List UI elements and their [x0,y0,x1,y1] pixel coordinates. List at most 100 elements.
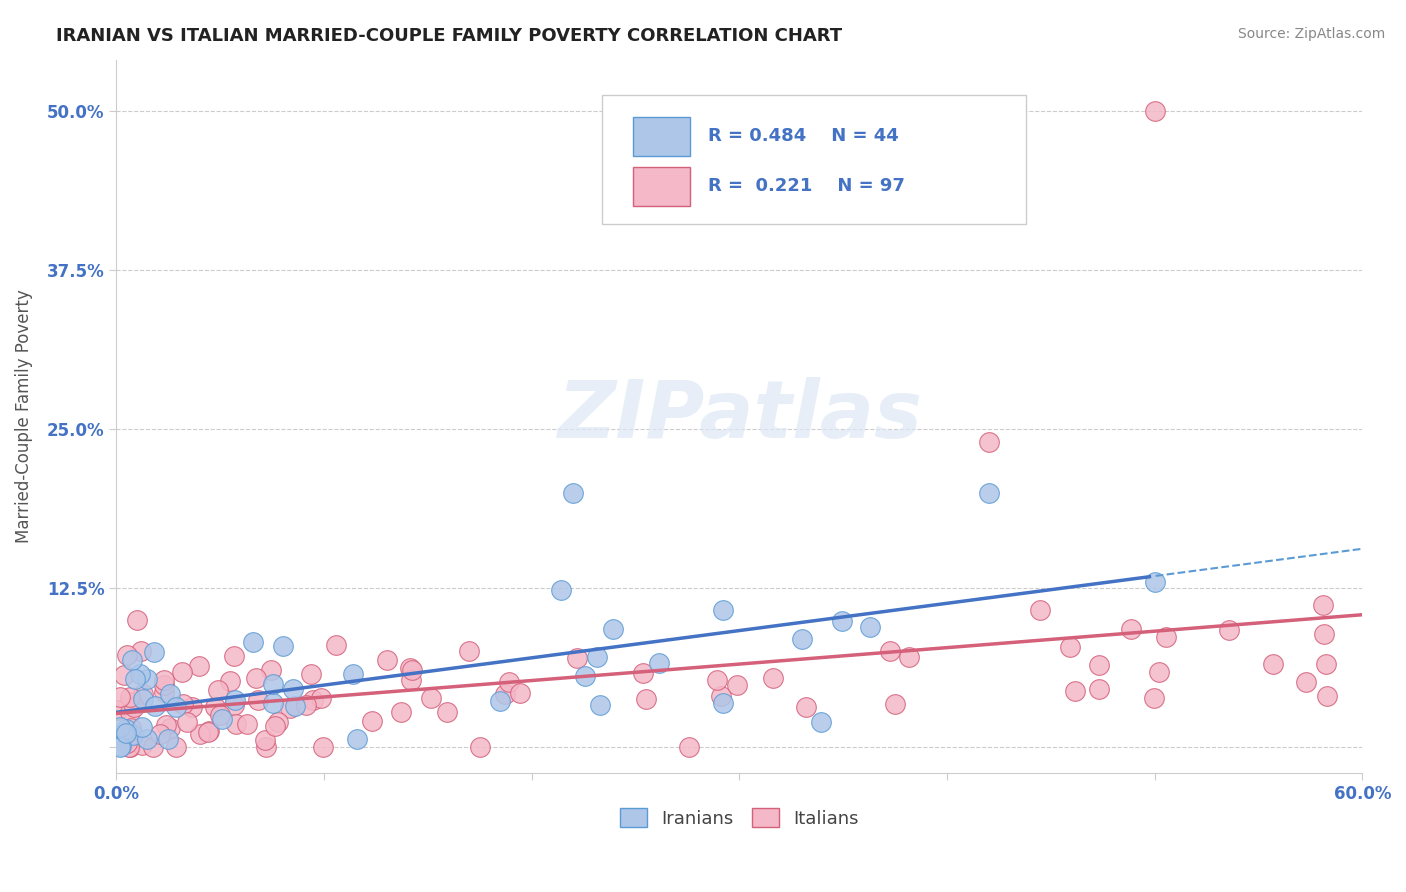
Point [706,673,728,688]
Point [859,620,882,634]
FancyBboxPatch shape [634,117,689,156]
Point [710,689,733,703]
Point [831,615,853,629]
Point [346,732,368,747]
Point [131,720,153,734]
FancyBboxPatch shape [634,167,689,206]
Point [118,690,141,704]
Point [884,697,907,711]
Point [115,723,138,737]
Point [794,699,817,714]
Point [197,724,219,739]
Point [725,678,748,692]
Point [127,613,149,627]
Point [254,733,277,747]
Point [129,666,152,681]
Point [242,635,264,649]
Point [602,623,624,637]
Point [121,695,143,709]
Text: R = 0.484    N = 44: R = 0.484 N = 44 [709,128,898,145]
Point [977,485,1000,500]
Point [550,582,572,597]
Point [132,692,155,706]
Point [152,673,174,688]
Point [399,661,422,675]
Text: ZIPatlas: ZIPatlas [557,377,922,455]
Point [142,740,165,755]
Text: IRANIAN VS ITALIAN MARRIED-COUPLE FAMILY POVERTY CORRELATION CHART: IRANIAN VS ITALIAN MARRIED-COUPLE FAMILY… [56,27,842,45]
Point [124,700,146,714]
Point [810,714,832,729]
Point [375,653,398,667]
Point [879,644,901,658]
Point [155,718,177,732]
Point [181,699,204,714]
Point [117,736,139,750]
Legend: Iranians, Italians: Iranians, Italians [613,801,866,835]
Point [389,706,412,720]
Point [224,698,246,713]
Point [299,667,322,681]
Point [312,740,335,755]
Point [263,719,285,733]
Point [897,649,920,664]
Point [342,667,364,681]
Point [247,693,270,707]
Point [131,738,153,752]
Point [977,434,1000,449]
Point [631,665,654,680]
Point [711,603,734,617]
Point [260,663,283,677]
Point [211,712,233,726]
Point [236,717,259,731]
Point [124,672,146,686]
Y-axis label: Married-Couple Family Poverty: Married-Couple Family Poverty [15,289,32,543]
Point [1313,626,1336,640]
Point [636,691,658,706]
Point [135,732,157,747]
Point [1143,574,1166,589]
Point [170,665,193,679]
Point [574,668,596,682]
Point [1028,603,1050,617]
Point [188,727,211,741]
Point [120,705,142,719]
Point [267,715,290,730]
Point [245,671,267,685]
Point [129,644,152,658]
Point [1315,657,1337,672]
Point [562,485,585,500]
Point [1312,598,1334,612]
Point [157,731,180,746]
Point [219,673,242,688]
Point [284,698,307,713]
Point [262,676,284,690]
Point [172,698,194,712]
Point [110,740,132,755]
Point [565,651,588,665]
Point [309,690,332,705]
Point [1087,658,1109,673]
Point [1143,103,1166,118]
Point [135,673,157,687]
Point [110,739,132,754]
Point [399,673,422,687]
Point [262,696,284,710]
Point [436,705,458,719]
Point [176,715,198,730]
Point [225,717,247,731]
Point [648,656,671,670]
Point [143,699,166,714]
Point [792,632,814,646]
Point [1295,674,1317,689]
Point [105,703,128,717]
Point [1316,689,1339,703]
Point [120,721,142,735]
Point [361,714,384,728]
Point [108,721,131,735]
Point [283,682,305,697]
Point [457,643,479,657]
Point [1063,684,1085,698]
Point [115,726,138,740]
Point [271,640,294,654]
